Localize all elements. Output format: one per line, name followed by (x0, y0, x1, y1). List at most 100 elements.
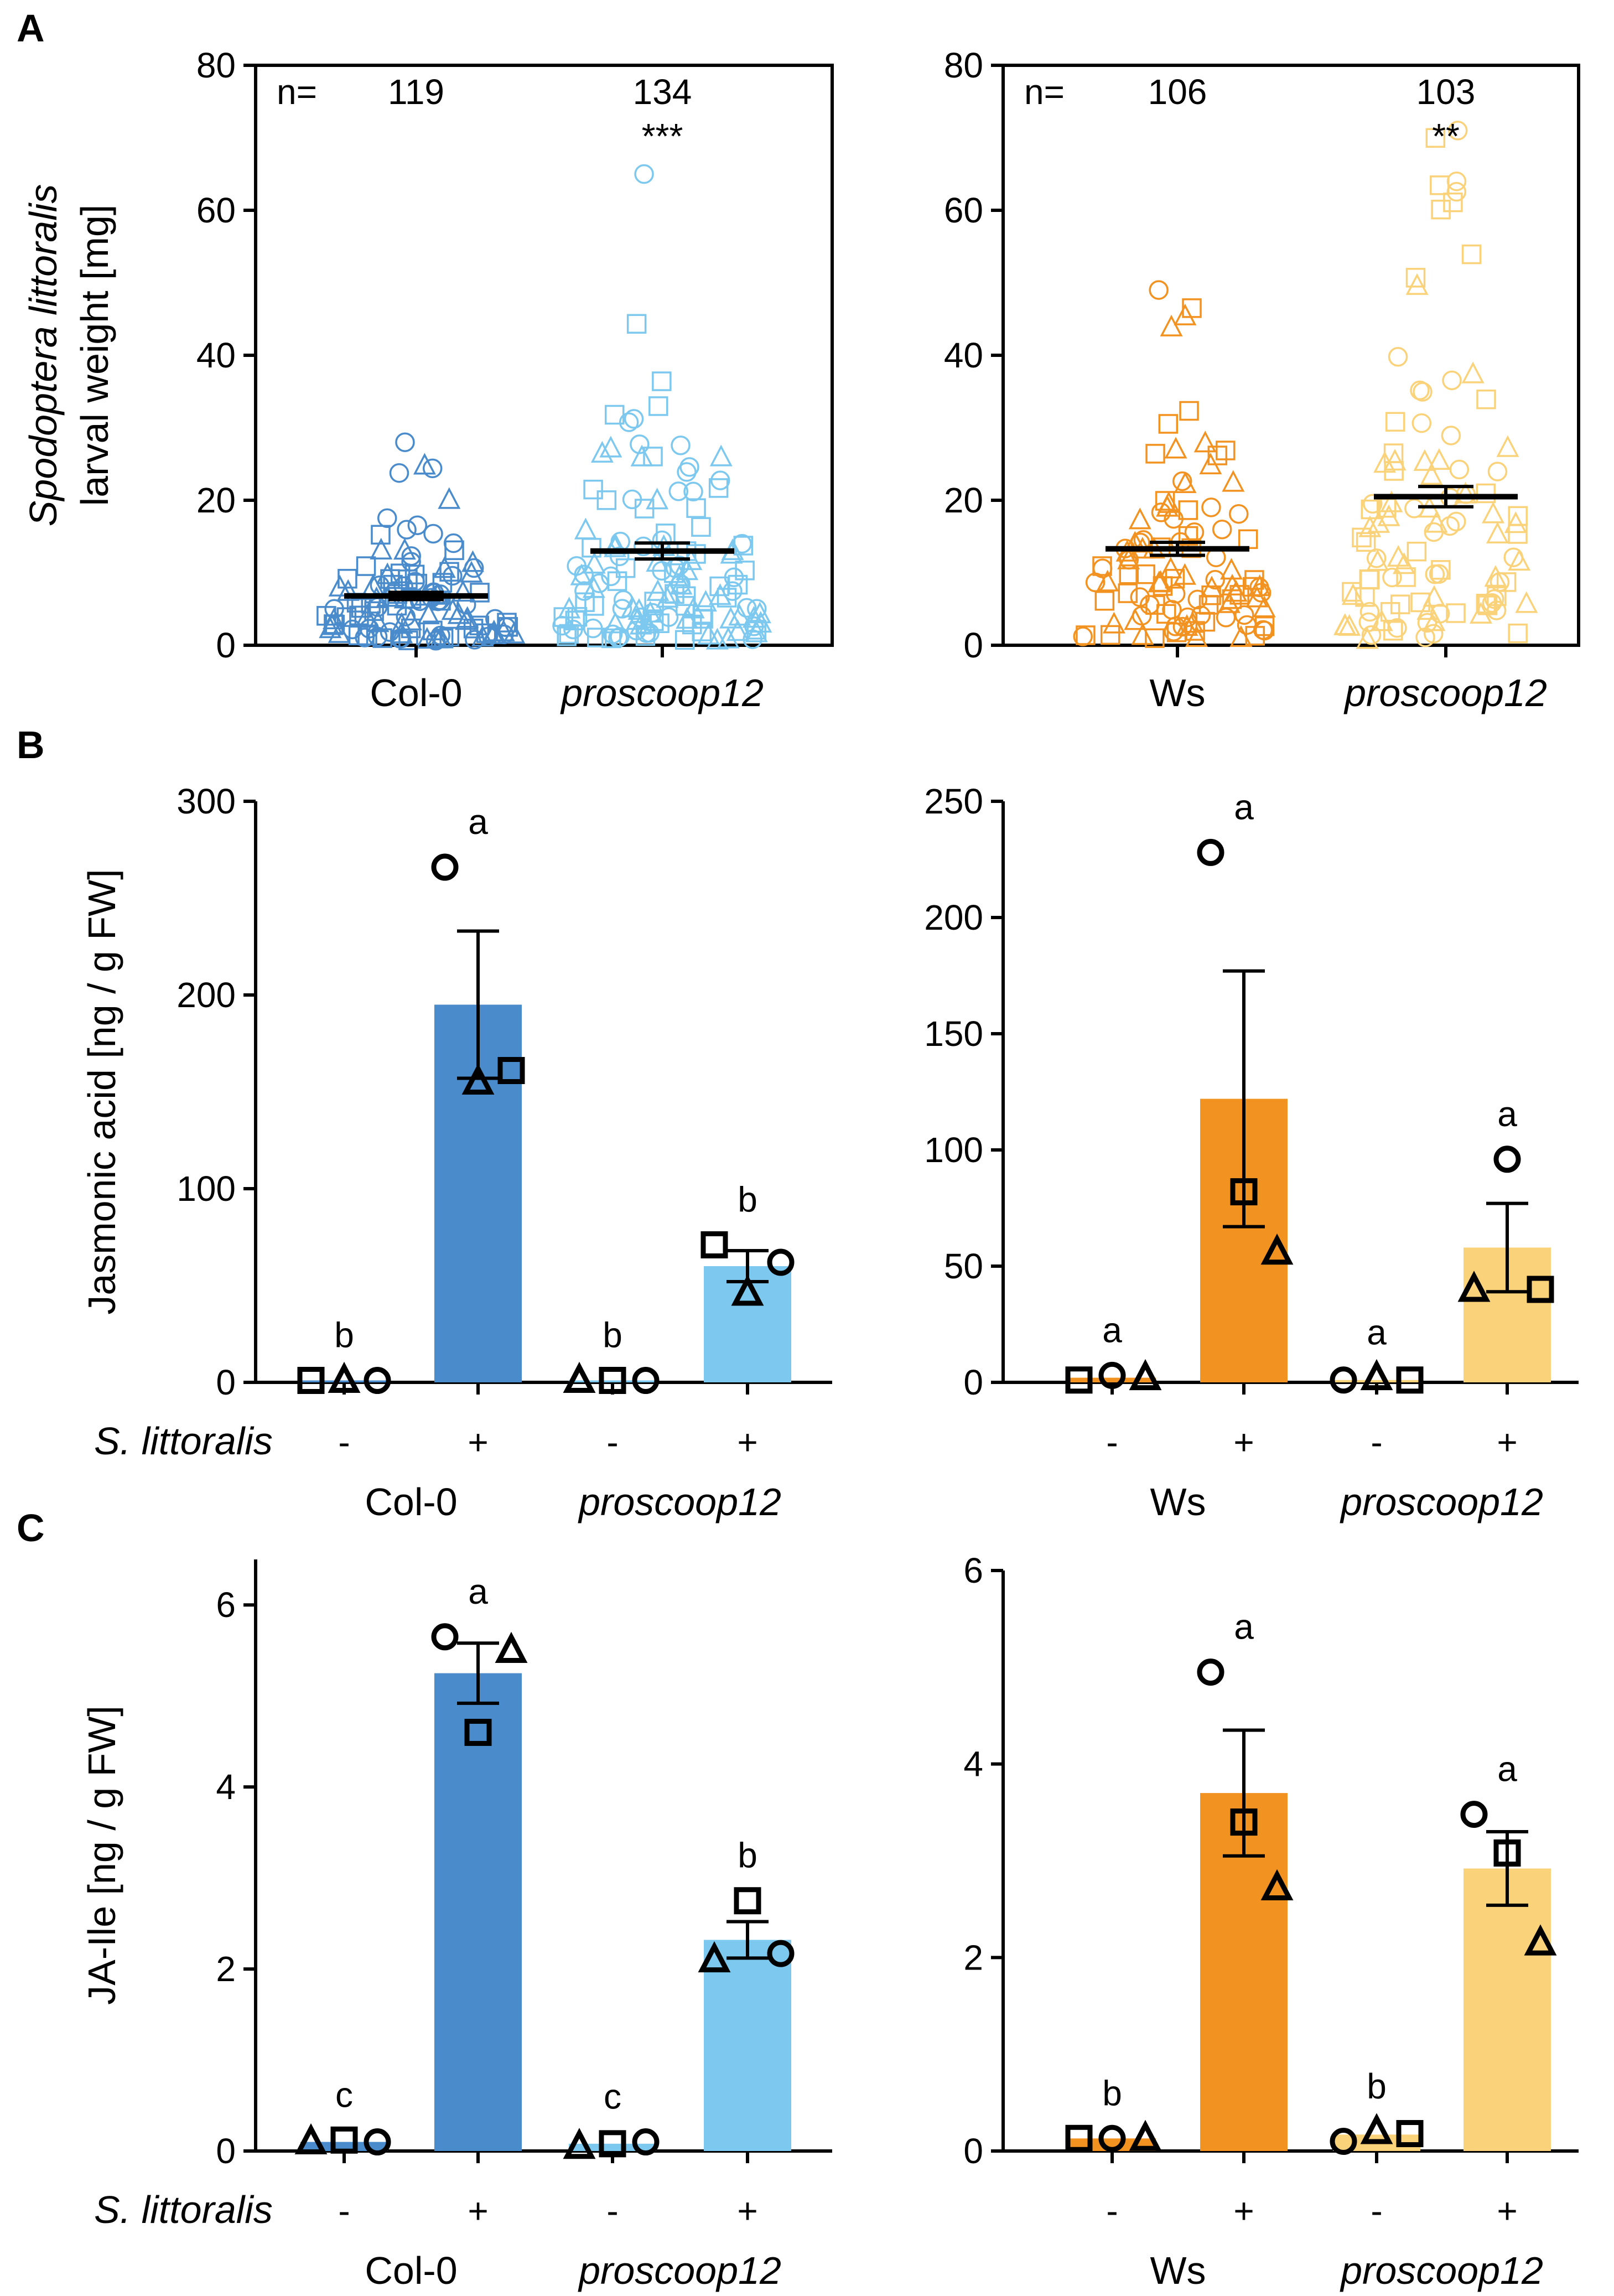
replicate-point (731, 1274, 764, 1306)
treatment-sign: + (1497, 2191, 1517, 2231)
data-point (675, 630, 695, 650)
data-point (1496, 435, 1519, 457)
genotype-label: proscoop12 (1340, 2249, 1543, 2292)
data-point-cloud (552, 164, 772, 650)
replicate-point (1197, 1658, 1224, 1686)
data-point (398, 630, 418, 650)
data-point (708, 478, 729, 498)
data-point (390, 629, 410, 649)
data-point (1191, 605, 1211, 625)
data-point (1446, 182, 1467, 202)
data-point (646, 550, 669, 572)
data-point (1361, 625, 1382, 645)
data-point (1245, 585, 1269, 608)
treatment-sign: - (1371, 2191, 1382, 2231)
data-point (404, 564, 425, 584)
data-point (683, 481, 703, 502)
data-point (1461, 244, 1482, 265)
data-point (1174, 303, 1197, 325)
replicate-point (1197, 838, 1224, 866)
data-point (1253, 620, 1273, 640)
data-point (626, 314, 647, 334)
data-point (422, 458, 443, 479)
data-point (1362, 494, 1383, 514)
data-point (1446, 603, 1466, 623)
bar (704, 1266, 791, 1382)
genotype-label: Col-0 (365, 2249, 457, 2292)
data-point (1405, 268, 1426, 288)
data-point (380, 622, 400, 642)
y-axis-label: larval weight [mg] (73, 205, 116, 506)
data-point (322, 607, 345, 630)
data-point (735, 561, 755, 581)
y-tick-label: 4 (216, 1767, 236, 1807)
sample-size: 119 (388, 72, 444, 112)
data-point (1413, 449, 1436, 471)
data-point (1405, 273, 1429, 295)
data-point (1442, 370, 1462, 391)
data-point (1130, 587, 1150, 607)
data-point (380, 569, 400, 589)
data-point (665, 584, 684, 604)
data-point (1356, 532, 1376, 552)
replicate-point (461, 1063, 495, 1095)
data-point (1359, 569, 1380, 590)
data-point (583, 552, 606, 574)
data-point (625, 608, 648, 630)
data-point (1486, 521, 1509, 543)
data-point (717, 588, 737, 608)
data-point (1238, 529, 1258, 550)
data-point (1242, 577, 1263, 597)
chart-a-left: 0 20 40 60 80 Spodoptera littoralis larval wei… (22, 45, 834, 714)
data-point (604, 535, 626, 557)
y-tick-label: 80 (944, 45, 983, 85)
data-point (574, 564, 594, 584)
y-tick-label: 80 (196, 45, 236, 85)
data-point (1151, 502, 1171, 522)
data-point-cloud (316, 432, 526, 651)
n-label: n= (1024, 72, 1065, 112)
data-point (1166, 622, 1187, 642)
data-point (1393, 552, 1416, 574)
data-point (567, 607, 588, 627)
data-point (1145, 628, 1165, 648)
data-point (1428, 448, 1451, 470)
data-point (646, 579, 670, 601)
data-point (612, 599, 632, 619)
data-point (574, 581, 594, 601)
data-point (393, 538, 416, 560)
data-point (470, 583, 490, 603)
replicate-point (767, 1248, 795, 1276)
x-category-label: Col-0 (370, 671, 462, 714)
chart-b-right: 0 50 100 150 200 250 a - a + a - a + Ws proscoop12 (924, 781, 1579, 1523)
replicate-point (632, 2128, 660, 2156)
data-point (497, 613, 517, 633)
y-tick-label: 300 (177, 781, 236, 821)
data-point (709, 576, 729, 597)
data-point (1423, 585, 1446, 607)
y-tick-label: 4 (963, 1744, 983, 1784)
data-point (1341, 583, 1364, 605)
replicate-point (1460, 1801, 1488, 1828)
sample-size: 134 (633, 72, 692, 112)
data-point (613, 590, 634, 610)
sample-size: 103 (1416, 72, 1476, 112)
y-tick-label: 250 (924, 781, 983, 821)
data-point (630, 607, 651, 628)
data-point (1417, 613, 1437, 633)
replicate-point (1129, 2119, 1162, 2151)
data-point (1220, 558, 1243, 580)
data-point (1383, 449, 1407, 471)
data-point (697, 623, 720, 645)
x-category-label: Ws (1149, 671, 1205, 714)
replicate-point (1527, 1276, 1554, 1303)
y-axis-label: Jasmonic acid [ng / g FW] (80, 869, 123, 1314)
data-point (1411, 413, 1432, 433)
replicate-point (1098, 2124, 1126, 2152)
data-point (1382, 567, 1402, 588)
significance-stars: *** (642, 116, 683, 156)
data-point (443, 533, 464, 553)
replicate-point (1230, 1808, 1258, 1836)
data-point (399, 609, 422, 631)
data-point (621, 595, 644, 618)
